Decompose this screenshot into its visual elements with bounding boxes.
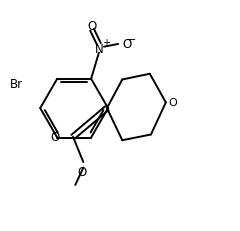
- Text: Br: Br: [9, 78, 23, 91]
- Text: +: +: [102, 38, 110, 48]
- Text: O: O: [87, 20, 97, 33]
- Text: O: O: [50, 131, 59, 144]
- Text: O: O: [122, 38, 132, 51]
- Text: −: −: [127, 35, 137, 45]
- Text: O: O: [168, 98, 177, 108]
- Text: N: N: [95, 43, 103, 56]
- Text: O: O: [78, 166, 87, 179]
